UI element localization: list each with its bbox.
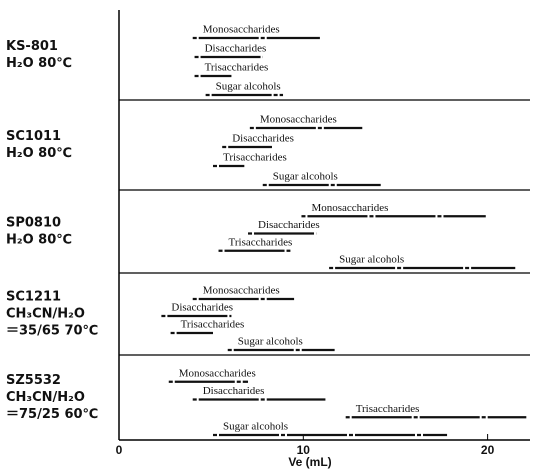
series-label: Monosaccharides: [260, 114, 337, 126]
series-label: Sugar alcohols: [238, 336, 303, 348]
column-label: CH₃CN/H₂O: [6, 390, 85, 405]
column-label: SC1211: [6, 290, 61, 305]
column-label: H₂O 80℃: [6, 56, 72, 71]
series-label: Sugar alcohols: [223, 421, 288, 433]
series-label: Disaccharides: [258, 219, 320, 231]
column-label: H₂O 80℃: [6, 146, 72, 161]
series-label: Disaccharides: [203, 385, 265, 397]
x-tick-label: 20: [481, 443, 495, 457]
column-label: CH₃CN/H₂O: [6, 307, 85, 322]
series-label: Monosaccharides: [203, 24, 280, 36]
column-label: SZ5532: [6, 373, 61, 388]
series-label: Trisaccharides: [205, 62, 269, 74]
series-label: Disaccharides: [232, 133, 294, 145]
series-label: Sugar alcohols: [339, 254, 404, 266]
series-label: Monosaccharides: [311, 202, 388, 214]
column-label: ＝35/65 70℃: [6, 324, 98, 339]
x-tick-label: 0: [116, 443, 123, 457]
column-label: SC1011: [6, 129, 61, 144]
series-label: Disaccharides: [171, 302, 233, 314]
x-tick-label: 10: [297, 443, 311, 457]
x-axis-label: Ve (mL): [288, 455, 331, 469]
series-label: Monosaccharides: [179, 367, 256, 379]
series-label: Trisaccharides: [229, 236, 293, 248]
column-label: H₂O 80℃: [6, 233, 72, 248]
column-label: SP0810: [6, 216, 61, 231]
column-label: ＝75/25 60℃: [6, 407, 98, 422]
series-label: Trisaccharides: [223, 152, 287, 164]
series-label: Sugar alcohols: [216, 81, 281, 93]
column-label: KS-801: [6, 39, 58, 54]
series-label: Disaccharides: [205, 43, 267, 55]
series-label: Trisaccharides: [181, 319, 245, 331]
series-label: Sugar alcohols: [273, 171, 338, 183]
series-label: Trisaccharides: [356, 403, 420, 415]
series-label: Monosaccharides: [203, 285, 280, 297]
